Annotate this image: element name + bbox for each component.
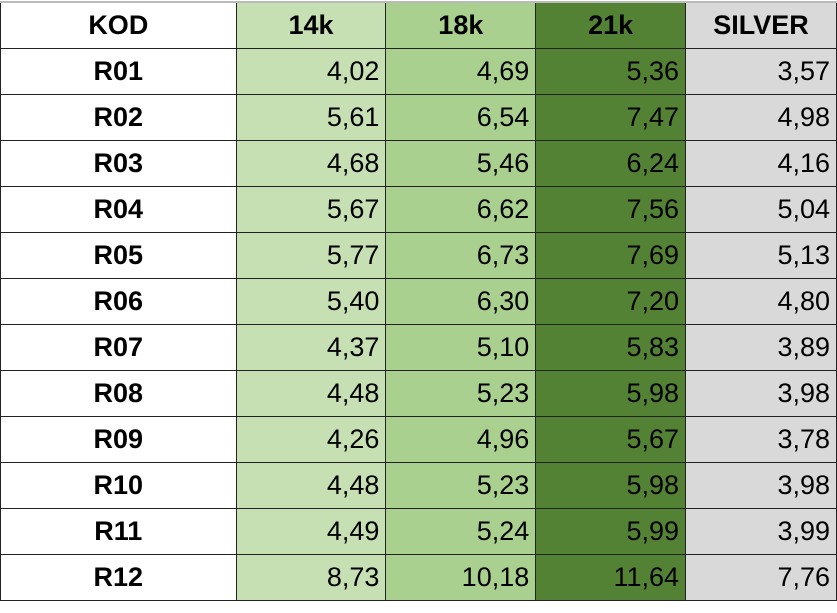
kod-cell[interactable]: R06 [0,277,237,325]
cell-silver[interactable]: 3,98 [685,369,837,417]
cell-21k[interactable]: 7,69 [535,231,687,279]
cell-14k[interactable]: 5,40 [235,277,387,325]
table-row: R10 4,48 5,23 5,98 3,98 [0,461,837,509]
cell-silver[interactable]: 5,04 [685,185,837,233]
cell-21k[interactable]: 7,56 [535,185,687,233]
cell-silver[interactable]: 4,16 [685,139,837,187]
cell-14k[interactable]: 4,48 [235,461,387,509]
cell-21k[interactable]: 7,20 [535,277,687,325]
kod-cell[interactable]: R11 [0,507,237,555]
kod-cell[interactable]: R07 [0,323,237,371]
cell-18k[interactable]: 4,96 [385,415,537,463]
header-18k[interactable]: 18k [385,1,537,49]
cell-18k[interactable]: 10,18 [385,553,537,601]
kod-cell[interactable]: R02 [0,93,237,141]
cell-14k[interactable]: 4,68 [235,139,387,187]
cell-14k[interactable]: 4,37 [235,323,387,371]
kod-cell[interactable]: R12 [0,553,237,601]
cell-18k[interactable]: 5,23 [385,461,537,509]
header-kod[interactable]: KOD [0,1,237,49]
cell-18k[interactable]: 6,73 [385,231,537,279]
cell-silver[interactable]: 7,76 [685,553,837,601]
price-table: KOD 14k 18k 21k SILVER R01 4,02 4,69 5,36 3,… [0,1,837,601]
header-21k[interactable]: 21k [535,1,687,49]
kod-cell[interactable]: R08 [0,369,237,417]
kod-cell[interactable]: R05 [0,231,237,279]
kod-cell[interactable]: R09 [0,415,237,463]
cell-silver[interactable]: 3,99 [685,507,837,555]
cell-18k[interactable]: 6,30 [385,277,537,325]
table-row: R01 4,02 4,69 5,36 3,57 [0,47,837,95]
cell-14k[interactable]: 4,02 [235,47,387,95]
header-silver[interactable]: SILVER [685,1,837,49]
cell-18k[interactable]: 5,46 [385,139,537,187]
cell-18k[interactable]: 5,24 [385,507,537,555]
cell-18k[interactable]: 6,62 [385,185,537,233]
cell-14k[interactable]: 5,67 [235,185,387,233]
table-row: R09 4,26 4,96 5,67 3,78 [0,415,837,463]
table-row: R07 4,37 5,10 5,83 3,89 [0,323,837,371]
kod-cell[interactable]: R10 [0,461,237,509]
header-14k[interactable]: 14k [235,1,387,49]
cell-14k[interactable]: 8,73 [235,553,387,601]
cell-14k[interactable]: 5,61 [235,93,387,141]
cell-silver[interactable]: 3,78 [685,415,837,463]
cell-21k[interactable]: 6,24 [535,139,687,187]
cell-21k[interactable]: 5,36 [535,47,687,95]
cell-14k[interactable]: 4,26 [235,415,387,463]
cell-14k[interactable]: 4,48 [235,369,387,417]
kod-cell[interactable]: R03 [0,139,237,187]
table-row: R04 5,67 6,62 7,56 5,04 [0,185,837,233]
cell-21k[interactable]: 5,83 [535,323,687,371]
table-row: R02 5,61 6,54 7,47 4,98 [0,93,837,141]
table-row: R11 4,49 5,24 5,99 3,99 [0,507,837,555]
table-row: R05 5,77 6,73 7,69 5,13 [0,231,837,279]
table-row: R08 4,48 5,23 5,98 3,98 [0,369,837,417]
cell-silver[interactable]: 4,98 [685,93,837,141]
table-row: R12 8,73 10,18 11,64 7,76 [0,553,837,601]
table-row: R03 4,68 5,46 6,24 4,16 [0,139,837,187]
cell-silver[interactable]: 4,80 [685,277,837,325]
cell-21k[interactable]: 5,98 [535,461,687,509]
cell-21k[interactable]: 5,67 [535,415,687,463]
cell-21k[interactable]: 5,99 [535,507,687,555]
cell-silver[interactable]: 3,57 [685,47,837,95]
header-row: KOD 14k 18k 21k SILVER [0,1,837,49]
cell-21k[interactable]: 5,98 [535,369,687,417]
cell-21k[interactable]: 11,64 [535,553,687,601]
cell-14k[interactable]: 4,49 [235,507,387,555]
cell-18k[interactable]: 4,69 [385,47,537,95]
cell-21k[interactable]: 7,47 [535,93,687,141]
kod-cell[interactable]: R04 [0,185,237,233]
cell-silver[interactable]: 5,13 [685,231,837,279]
kod-cell[interactable]: R01 [0,47,237,95]
cell-18k[interactable]: 5,23 [385,369,537,417]
cell-18k[interactable]: 6,54 [385,93,537,141]
cell-silver[interactable]: 3,98 [685,461,837,509]
cell-14k[interactable]: 5,77 [235,231,387,279]
cell-silver[interactable]: 3,89 [685,323,837,371]
table-row: R06 5,40 6,30 7,20 4,80 [0,277,837,325]
cell-18k[interactable]: 5,10 [385,323,537,371]
